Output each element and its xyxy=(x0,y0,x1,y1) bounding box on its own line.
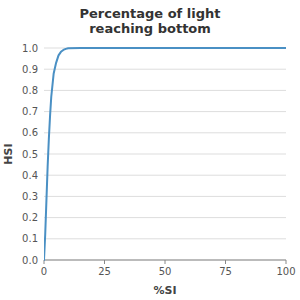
y-axis-label: HSI xyxy=(2,143,15,164)
grid-line xyxy=(44,111,286,112)
chart-container: Percentage of lightreaching bottom 0.0 0.1… xyxy=(0,0,300,300)
x-tick xyxy=(225,260,226,264)
y-tick-label: 0.6 xyxy=(22,127,38,138)
y-tick-label: 0.0 xyxy=(22,255,38,266)
y-tick-label: 0.5 xyxy=(22,149,38,160)
plot-area xyxy=(44,48,286,260)
grid-line xyxy=(44,175,286,176)
grid-line xyxy=(44,196,286,197)
x-tick xyxy=(165,260,166,264)
x-tick-label: 75 xyxy=(219,266,232,277)
y-tick-label: 0.2 xyxy=(22,212,38,223)
grid-line xyxy=(44,90,286,91)
chart-svg: Percentage of lightreaching bottom 0.0 0.1… xyxy=(0,0,300,300)
grid-line xyxy=(44,154,286,155)
y-tick-label: 0.4 xyxy=(22,170,38,181)
x-tick-label: 100 xyxy=(276,266,295,277)
x-tick xyxy=(286,260,287,264)
y-grid xyxy=(44,48,286,260)
data-line xyxy=(44,48,286,260)
x-tick-label: 0 xyxy=(41,266,47,277)
x-tick-label: 50 xyxy=(159,266,172,277)
x-tick xyxy=(104,260,105,264)
grid-line xyxy=(44,217,286,218)
y-tick-label: 0.7 xyxy=(22,106,38,117)
x-tick-label: 25 xyxy=(98,266,111,277)
grid-line xyxy=(44,238,286,239)
x-axis-label: %SI xyxy=(153,284,176,297)
y-tick-label: 0.8 xyxy=(22,85,38,96)
y-tick-label: 0.3 xyxy=(22,191,38,202)
y-tick-label: 0.9 xyxy=(22,64,38,75)
y-tick-label: 1.0 xyxy=(22,43,38,54)
chart-title: Percentage of lightreaching bottom xyxy=(80,6,221,36)
y-tick-label: 0.1 xyxy=(22,233,38,244)
grid-line xyxy=(44,132,286,133)
grid-line xyxy=(44,69,286,70)
